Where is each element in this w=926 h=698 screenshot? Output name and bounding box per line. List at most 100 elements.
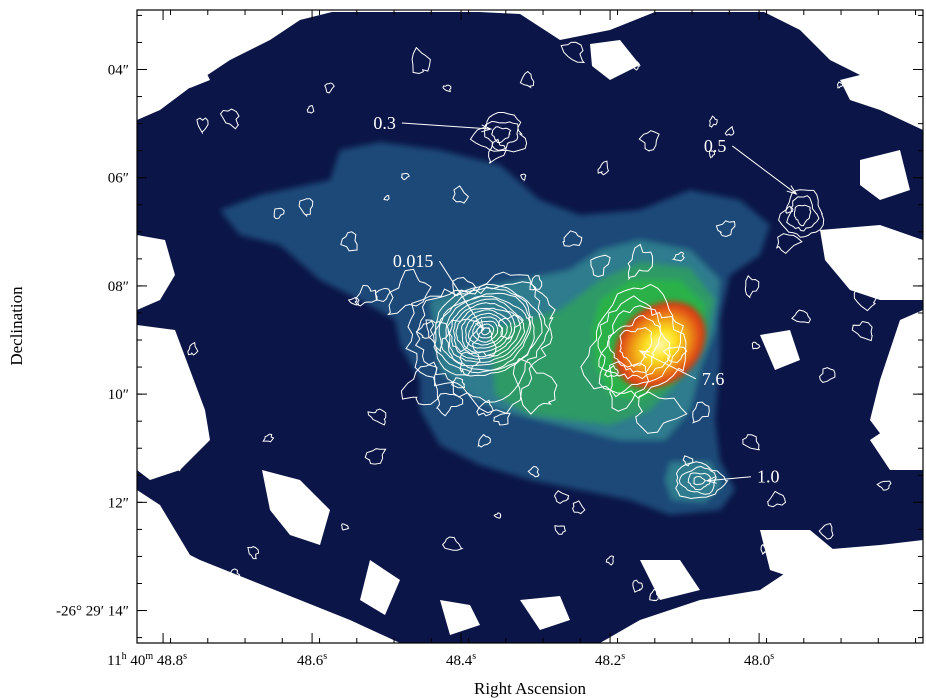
contour-line: [560, 41, 586, 64]
contour-line: [529, 275, 543, 291]
annotation-arrow-line: [639, 350, 697, 380]
contour-line: [364, 448, 387, 465]
contour-line: [187, 341, 199, 356]
contour-line: [341, 523, 350, 531]
contour-line: [340, 231, 358, 252]
contour-line: [553, 490, 570, 504]
x-axis-label: Right Ascension: [474, 679, 586, 698]
contour-line: [876, 480, 892, 491]
y-tick-label-1: 06″: [108, 171, 129, 187]
contour-line: [693, 475, 707, 486]
contour-line: [793, 204, 812, 227]
contour-line: [219, 108, 240, 130]
contour-line: [452, 302, 522, 360]
contour-line: [818, 523, 834, 540]
y-tick-label-3: 10″: [108, 387, 129, 403]
contour-line: [459, 351, 481, 376]
annotation-arrowhead: [475, 319, 485, 331]
contour-line: [619, 327, 653, 367]
contour-line: [649, 588, 659, 602]
contour-line: [247, 546, 260, 560]
contour-line: [853, 287, 877, 312]
contour-line: [562, 230, 583, 247]
contour-line: [455, 307, 516, 358]
image-layer: [137, 10, 923, 643]
contour-line: [367, 408, 387, 426]
contour-line: [415, 320, 435, 339]
contour-line: [477, 433, 491, 448]
contour-line: [742, 434, 760, 451]
annotation-4: 1.0: [705, 467, 780, 487]
contour-line: [324, 82, 335, 94]
contour-line: [469, 112, 528, 153]
contour-line: [708, 150, 715, 159]
contour-line: [491, 126, 512, 144]
contour-line: [597, 160, 609, 176]
contour-line: [400, 361, 439, 406]
contour-line: [632, 579, 644, 593]
contour-line: [778, 189, 825, 238]
contour-line: [387, 268, 432, 316]
contour-line: [298, 198, 314, 218]
contour-line: [675, 461, 729, 500]
contour-line: [347, 297, 360, 306]
annotation-1: 0.5: [704, 136, 798, 195]
contour-line: [671, 251, 685, 262]
contour-line: [273, 207, 285, 220]
contour-line: [414, 281, 550, 403]
contour-line: [597, 295, 685, 398]
contour-line: [527, 465, 540, 478]
contour-line: [405, 271, 556, 414]
x-tick-label-4: 48.0s: [744, 651, 774, 669]
contour-line: [460, 309, 513, 353]
contour-line: [744, 275, 760, 299]
contour-line: [519, 70, 535, 89]
annotation-arrow-line: [732, 145, 797, 195]
contour-line: [520, 173, 527, 182]
contour-line: [785, 205, 794, 214]
y-axis-label: Declination: [7, 286, 26, 366]
contour-line: [493, 412, 511, 426]
annotations: 0.3 0.5 0.015 7.6 1.0: [373, 113, 798, 487]
contour-line: [401, 172, 410, 181]
annotation-arrowhead: [481, 124, 493, 133]
contour-line: [483, 120, 519, 151]
annotation-label: 1.0: [757, 467, 780, 487]
annotation-arrow-line: [401, 122, 491, 130]
contour-line: [627, 243, 654, 281]
annotation-arrowhead: [638, 350, 650, 359]
contour-line: [572, 500, 586, 515]
y-tick-labels: 04″ 06″ 08″ 10″ 12″ -26° 29′ 14″: [56, 63, 129, 620]
contour-line: [687, 472, 712, 491]
contour-line: [786, 195, 820, 232]
axis-ticks: [137, 10, 923, 643]
contour-line: [767, 490, 787, 508]
contour-line: [448, 298, 526, 363]
plot-frame: [136, 9, 924, 644]
contour-line: [635, 391, 688, 434]
contour-line: [836, 81, 844, 89]
annotation-2: 0.015: [393, 251, 485, 331]
contour-line: [791, 309, 812, 324]
contour-line: [662, 346, 688, 364]
contour-line: [446, 318, 482, 353]
hot-core: [614, 301, 706, 389]
contour-line: [775, 233, 803, 255]
contour-line: [442, 84, 452, 93]
contour-line: [751, 341, 761, 350]
contour-line: [306, 104, 315, 114]
x-tick-label-0: 11h 40m 48.8s: [107, 651, 187, 669]
contour-line: [467, 316, 504, 346]
annotation-label: 0.3: [373, 113, 396, 133]
annotation-label: 7.6: [702, 369, 725, 389]
contour-line: [631, 60, 641, 71]
x-tick-label-3: 48.2s: [595, 651, 625, 669]
contour-line: [411, 46, 431, 75]
contour-line: [844, 580, 861, 598]
annotation-arrow-line: [706, 476, 751, 482]
annotation-label: 0.015: [393, 251, 434, 271]
contour-line: [262, 433, 275, 443]
contour-line: [452, 185, 470, 205]
contour-line: [228, 568, 241, 579]
x-tick-label-2: 48.4s: [446, 651, 476, 669]
